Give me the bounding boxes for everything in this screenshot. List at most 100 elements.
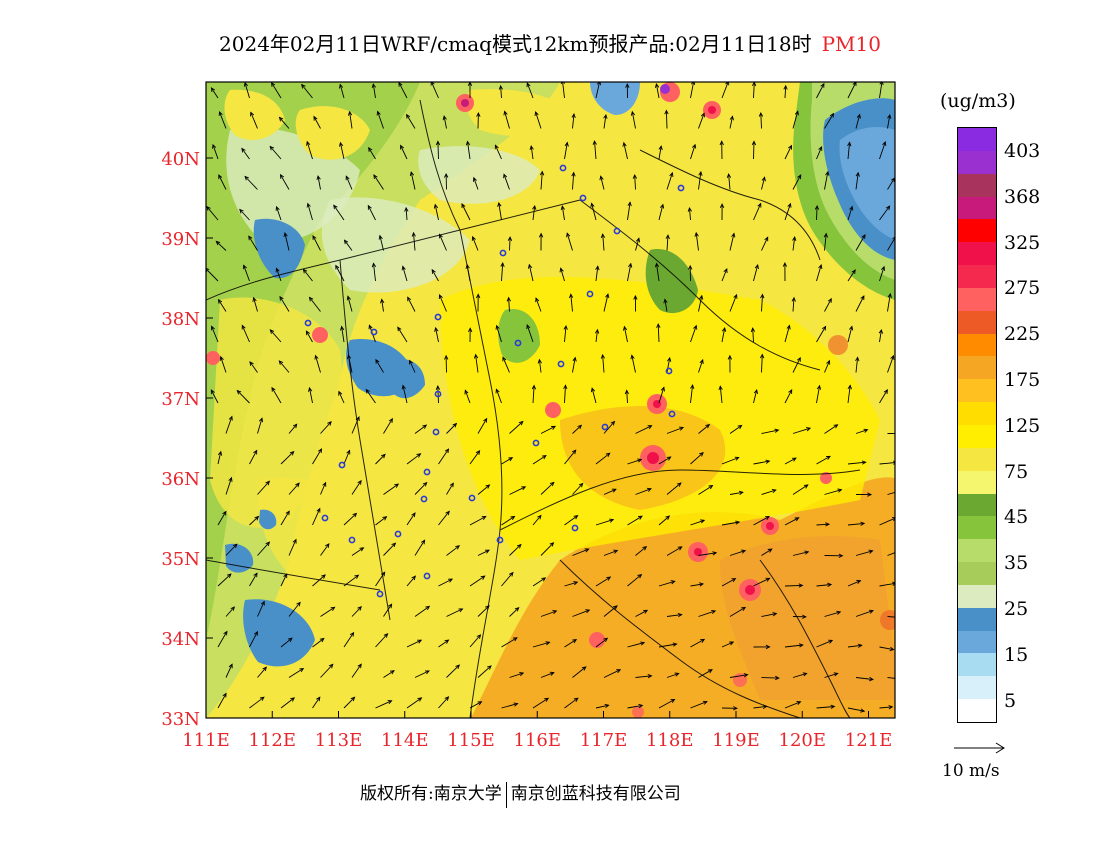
wind-vector-head	[719, 140, 724, 146]
wind-vector-head	[605, 293, 610, 299]
wind-vector-head	[734, 456, 740, 461]
wind-vector-head	[345, 175, 350, 181]
wind-vector-head	[764, 236, 769, 242]
city-marker	[514, 339, 522, 347]
wind-vector	[509, 672, 524, 678]
legend-color-segment	[958, 310, 996, 335]
wind-vector	[306, 141, 313, 160]
wind-vector	[220, 356, 227, 373]
wind-vector	[339, 142, 345, 160]
wind-vector-head	[239, 208, 244, 214]
wind-vector	[438, 578, 453, 587]
wind-vector-head	[269, 329, 275, 334]
wind-vector-head	[349, 631, 355, 637]
wind-vector	[566, 233, 573, 251]
wind-vector-head	[658, 145, 663, 151]
wind-vector-head	[346, 449, 351, 455]
wind-vector-head	[534, 111, 539, 116]
wind-vector	[847, 142, 851, 160]
city-marker	[434, 390, 442, 398]
wind-vector-head	[729, 115, 734, 121]
city-marker	[496, 536, 504, 544]
wind-vector-head	[775, 675, 780, 681]
wind-vector	[753, 82, 755, 99]
color-legend	[957, 127, 997, 723]
wind-vector	[824, 672, 838, 678]
wind-vector-head	[637, 573, 643, 579]
wind-vector-head	[595, 265, 600, 271]
wind-vector	[761, 677, 779, 679]
wind-vector	[887, 177, 895, 190]
wind-vector-head	[572, 639, 578, 644]
wind-vector-head	[737, 424, 743, 430]
wind-vector	[288, 482, 300, 495]
city-marker	[613, 227, 621, 235]
wind-vector-head	[825, 522, 831, 527]
wind-vector-head	[389, 670, 395, 675]
wind-vector	[343, 450, 351, 465]
wind-vector	[501, 262, 504, 282]
wind-vector	[540, 672, 554, 678]
wind-vector	[409, 360, 416, 373]
wind-vector	[375, 700, 392, 709]
wind-vector-head	[560, 205, 565, 211]
legend-color-segment	[958, 493, 996, 517]
legend-color-segment	[958, 287, 996, 312]
legend-color-segment	[958, 562, 996, 586]
wind-vector	[855, 295, 865, 312]
legend-label: 35	[1004, 552, 1029, 575]
wind-vector	[792, 427, 811, 434]
wind-vector-head	[513, 702, 519, 707]
wind-vector-head	[625, 83, 630, 88]
wind-vector	[792, 237, 796, 251]
wind-vector-head	[253, 572, 258, 578]
wind-vector-head	[902, 677, 906, 681]
wind-vector-head	[674, 672, 680, 677]
wind-vector-head	[335, 264, 340, 270]
wind-vector-head	[253, 630, 258, 636]
wind-vector-head	[495, 324, 500, 330]
wind-vector	[824, 233, 827, 251]
wind-vector-head	[552, 610, 558, 615]
wind-vector	[847, 385, 851, 404]
wind-vector-head	[816, 384, 822, 390]
wind-vector-head	[787, 202, 792, 208]
wind-vector	[351, 606, 362, 617]
wind-vector-head	[458, 608, 464, 613]
wind-vector	[341, 326, 345, 343]
wind-vector-head	[738, 490, 744, 495]
wind-vector	[351, 547, 364, 556]
wind-vector-head	[228, 663, 233, 669]
wind-vector-head	[594, 328, 600, 334]
wind-vector-head	[827, 582, 833, 587]
wind-vector	[887, 677, 895, 679]
wind-vector	[816, 146, 823, 160]
wind-vector	[372, 84, 376, 99]
wind-vector-head	[765, 577, 771, 582]
wind-vector	[218, 174, 227, 190]
wind-vector-head	[314, 354, 319, 360]
legend-color-segment	[958, 539, 996, 563]
wind-vector	[816, 326, 826, 343]
wind-vector	[761, 354, 763, 373]
wind-vector-head	[600, 353, 605, 359]
wind-vector-head	[855, 356, 860, 362]
wind-vector-head	[537, 514, 542, 520]
wind-vector	[249, 696, 265, 709]
wind-vector	[729, 607, 746, 617]
wind-vector-head	[708, 485, 714, 490]
wind-vector-head	[563, 324, 568, 330]
wind-vector	[501, 572, 514, 587]
vector-reference-label: 10 m/s	[942, 761, 1000, 781]
wind-vector-head	[667, 356, 672, 362]
wind-vector	[437, 386, 439, 404]
wind-vector	[887, 616, 895, 618]
wind-vector-head	[472, 176, 477, 182]
wind-vector	[879, 205, 890, 221]
wind-vector	[729, 116, 733, 129]
wind-vector	[698, 359, 704, 373]
wind-vector-head	[265, 541, 271, 547]
wind-vector-head	[892, 236, 895, 240]
wind-vector-head	[380, 571, 386, 577]
wind-vector-head	[375, 358, 380, 364]
